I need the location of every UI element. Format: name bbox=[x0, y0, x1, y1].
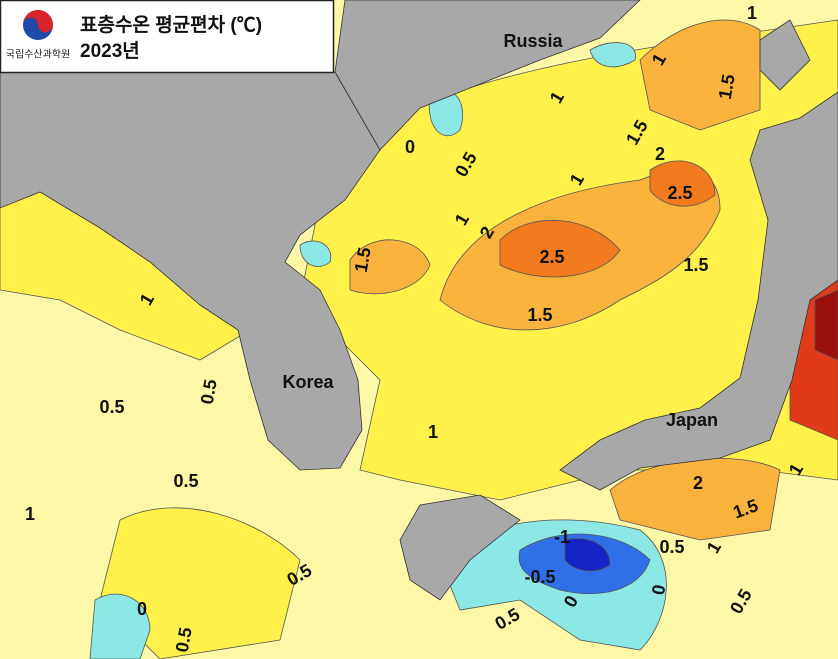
contour-label: 2 bbox=[693, 473, 703, 493]
contour-label: 0.5 bbox=[99, 397, 124, 417]
anomaly-fill bbox=[0, 19, 838, 659]
contour-label: 1.5 bbox=[683, 255, 708, 275]
contour-label: 2.5 bbox=[667, 183, 692, 203]
contour-label: 2 bbox=[655, 144, 665, 164]
place-name: Russia bbox=[503, 31, 563, 51]
land bbox=[0, 0, 838, 601]
place-name: Japan bbox=[666, 410, 718, 430]
place-name: Korea bbox=[282, 372, 334, 392]
contour-label: 0 bbox=[405, 137, 415, 157]
logo-text: 국립수산과학원 bbox=[6, 48, 70, 61]
map-year: 2023년 bbox=[80, 40, 140, 62]
contour-label: 0.5 bbox=[172, 626, 196, 654]
contour-label: 1.5 bbox=[527, 305, 552, 325]
contour-label: 1 bbox=[25, 504, 35, 524]
contour-label: 2.5 bbox=[539, 247, 564, 267]
contour-label: -0.5 bbox=[524, 567, 555, 587]
contour-label: 1 bbox=[747, 3, 757, 23]
logo-top bbox=[23, 10, 53, 33]
contour-label: 0.5 bbox=[197, 378, 221, 406]
contour-label: 1 bbox=[428, 422, 438, 442]
contour-label: 1.5 bbox=[715, 73, 739, 101]
map-title: 표층수온 평균편차 (℃) bbox=[80, 14, 262, 36]
contour-label: 0.5 bbox=[173, 471, 198, 491]
contour-label: 0 bbox=[648, 583, 669, 596]
contour-label: 0 bbox=[137, 599, 147, 619]
contour-label: 1.5 bbox=[351, 246, 375, 274]
title-box: 국립수산과학원 표층수온 평균편차 (℃) 2023년 bbox=[0, 0, 335, 74]
contour-label: 0.5 bbox=[659, 537, 684, 557]
contour-label: -1 bbox=[554, 527, 570, 547]
title-panel bbox=[0, 0, 335, 74]
